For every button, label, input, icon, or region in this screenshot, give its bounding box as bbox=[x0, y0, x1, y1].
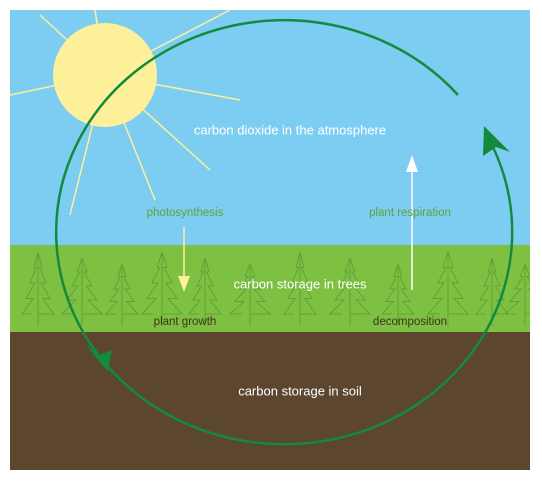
tree bbox=[380, 263, 399, 315]
tree bbox=[37, 251, 55, 315]
tree bbox=[81, 257, 104, 315]
tree bbox=[161, 251, 184, 315]
photosynthesis-arrow bbox=[178, 227, 190, 292]
tree bbox=[121, 263, 140, 315]
tree bbox=[328, 257, 351, 315]
arrowhead bbox=[483, 126, 510, 156]
growth-label: plant growth bbox=[154, 316, 217, 328]
soil bbox=[10, 332, 530, 470]
tree bbox=[474, 257, 493, 315]
tree bbox=[524, 263, 530, 315]
tree bbox=[204, 257, 223, 315]
respiration-label: plant respiration bbox=[369, 207, 451, 219]
atmosphere-label: carbon dioxide in the atmosphere bbox=[194, 122, 386, 137]
tree bbox=[140, 251, 163, 315]
tree bbox=[60, 257, 83, 315]
tree bbox=[21, 251, 39, 315]
tree bbox=[228, 263, 251, 315]
trees bbox=[21, 251, 530, 326]
soil-label: carbon storage in soil bbox=[238, 383, 362, 398]
tree bbox=[187, 257, 206, 315]
trees-label: carbon storage in trees bbox=[234, 276, 367, 291]
tree bbox=[349, 257, 372, 315]
cycle-arrow bbox=[54, 18, 514, 446]
background bbox=[10, 10, 530, 470]
tree bbox=[503, 263, 526, 315]
tree bbox=[447, 251, 470, 315]
grass bbox=[10, 245, 530, 333]
tree bbox=[283, 251, 301, 315]
arrowhead bbox=[86, 345, 112, 372]
sun bbox=[53, 23, 157, 127]
respiration-arrow bbox=[406, 155, 418, 290]
photosynthesis-label: photosynthesis bbox=[147, 207, 224, 219]
tree bbox=[249, 263, 272, 315]
tree bbox=[397, 263, 416, 315]
tree bbox=[491, 257, 510, 315]
tree bbox=[426, 251, 449, 315]
decomposition-label: decomposition bbox=[373, 316, 447, 328]
tree bbox=[299, 251, 317, 315]
tree bbox=[104, 263, 123, 315]
